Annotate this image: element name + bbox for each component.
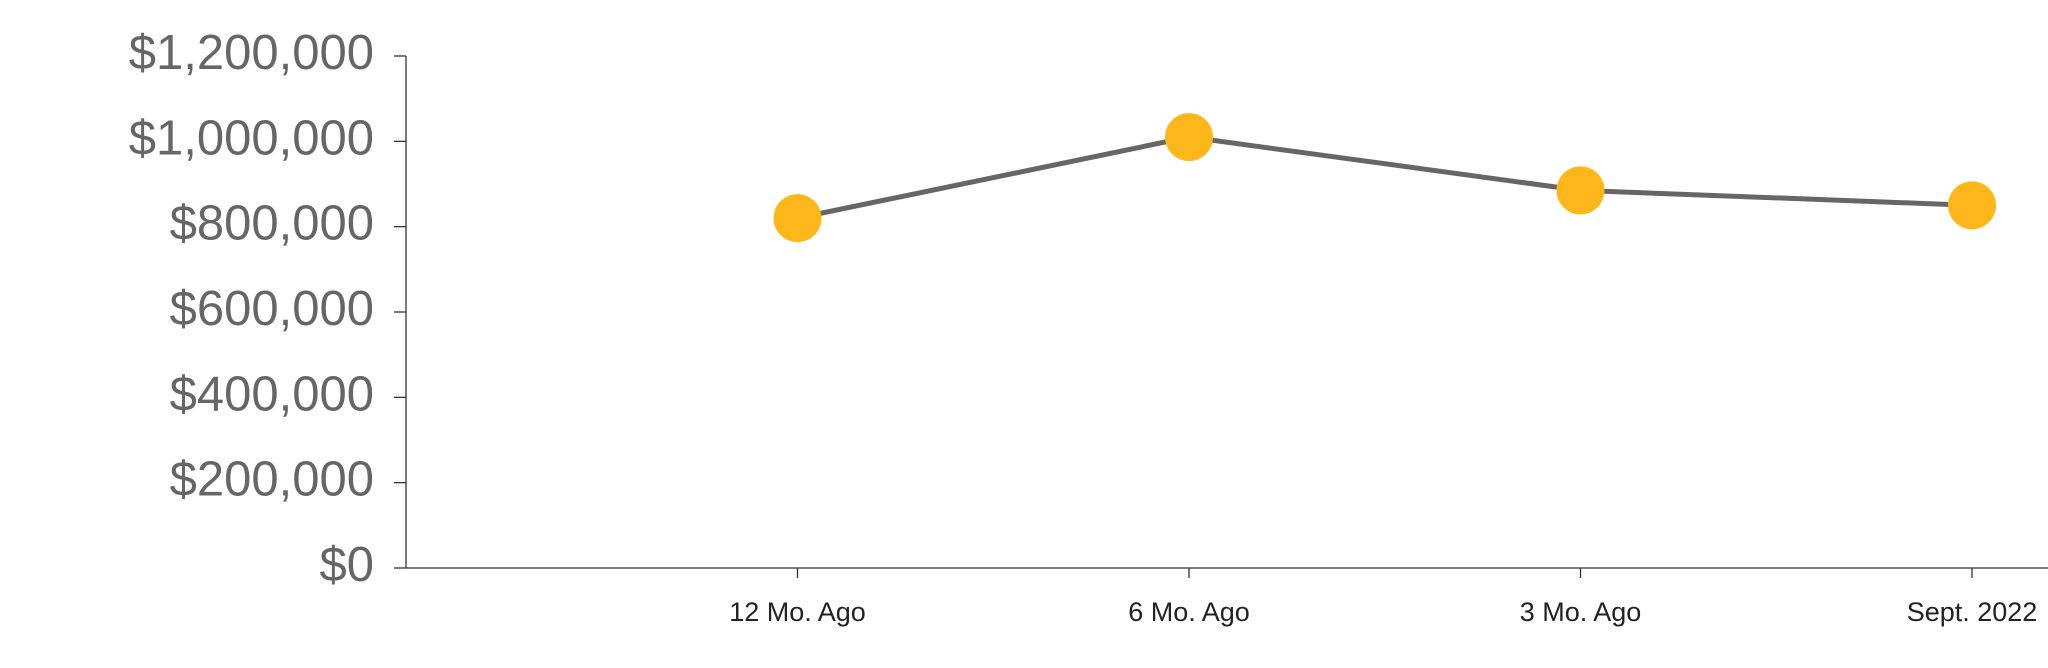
y-tick-label: $200,000	[170, 453, 374, 507]
data-point	[1556, 166, 1605, 215]
data-point	[1948, 181, 1996, 230]
x-tick-label: 6 Mo. Ago	[1128, 597, 1250, 627]
data-point	[773, 194, 822, 243]
x-tick-label: 3 Mo. Ago	[1520, 597, 1642, 627]
y-tick-label: $1,200,000	[129, 26, 374, 80]
y-tick-label: $600,000	[170, 282, 374, 336]
data-point	[1165, 113, 1213, 162]
y-tick-label: $400,000	[170, 367, 374, 421]
x-tick-label: 12 Mo. Ago	[729, 597, 866, 627]
x-tick-label: Sept. 2022	[1907, 597, 2038, 627]
y-tick-label: $1,000,000	[129, 111, 374, 165]
y-tick-label: $800,000	[170, 197, 374, 251]
series-line	[796, 134, 1973, 221]
y-tick-label: $0	[319, 538, 374, 592]
